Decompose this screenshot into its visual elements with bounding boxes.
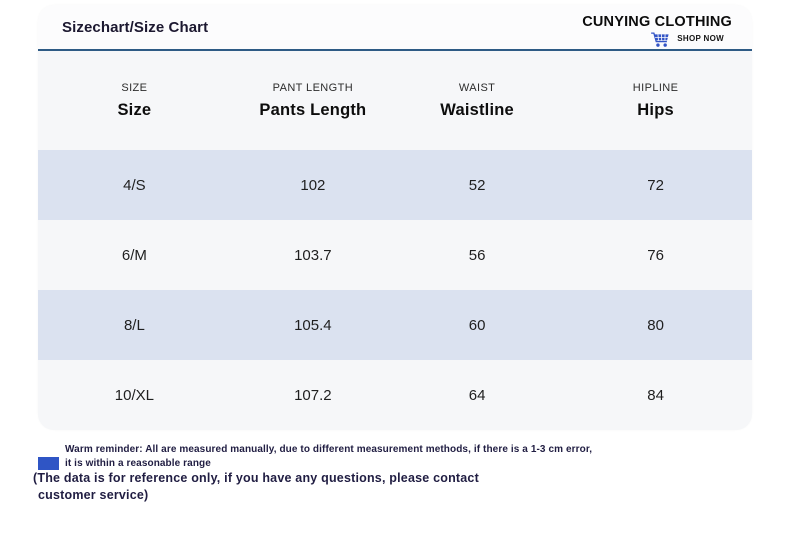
column-title: Size	[117, 100, 152, 119]
column-header-hips: HIPLINE Hips	[559, 82, 752, 120]
column-header-waistline: WAIST Waistline	[395, 82, 559, 120]
table-row: 10/XL 107.2 64 84	[38, 360, 752, 430]
cell-waist: 52	[468, 176, 486, 194]
column-subtitle: WAIST	[458, 81, 496, 94]
column-subtitle: HIPLINE	[632, 81, 679, 94]
size-chart-card: Sizechart/Size Chart CUNYING CLOTHING	[38, 5, 752, 430]
cell-waist: 56	[468, 246, 486, 264]
reference-note-line1: (The data is for reference only, if you …	[33, 471, 479, 485]
warm-reminder-line2: it is within a reasonable range	[65, 457, 211, 469]
shop-now-row: SHOP NOW	[582, 31, 732, 48]
brand-name: CUNYING CLOTHING	[582, 14, 732, 31]
blue-marker-icon	[38, 457, 59, 470]
cell-hips: 76	[647, 246, 664, 264]
shopping-cart-icon	[650, 31, 671, 48]
table-row: 8/L 105.4 60 80	[38, 290, 752, 360]
cell-size: 6/M	[121, 246, 147, 264]
brand-block: CUNYING CLOTHING SHOP NOW	[582, 6, 732, 48]
table-header-columns: SIZE Size PANT LENGTH Pants Length WAIST…	[38, 82, 752, 120]
shop-now-label: SHOP NOW	[677, 34, 724, 44]
cell-hips: 72	[647, 176, 664, 194]
warm-reminder-line1: Warm reminder: All are measured manually…	[65, 444, 593, 455]
cell-size: 10/XL	[114, 386, 154, 404]
card-header: Sizechart/Size Chart CUNYING CLOTHING	[38, 5, 752, 51]
cell-pants-length: 103.7	[294, 246, 332, 264]
cell-size: 4/S	[123, 176, 146, 194]
warm-reminder: Warm reminder: All are measured manually…	[33, 443, 763, 470]
cell-hips: 84	[647, 386, 664, 404]
column-title: Pants Length	[259, 100, 367, 119]
column-title: Hips	[637, 100, 674, 119]
column-subtitle: SIZE	[121, 81, 148, 94]
column-title: Waistline	[440, 100, 514, 119]
reference-note-line2: customer service)	[38, 487, 149, 502]
cell-pants-length: 107.2	[294, 386, 332, 404]
cell-hips: 80	[647, 316, 664, 334]
cell-pants-length: 102	[300, 176, 326, 194]
cell-waist: 60	[468, 316, 486, 334]
column-header-size: SIZE Size	[38, 82, 231, 120]
table-row: 6/M 103.7 56 76	[38, 220, 752, 290]
table-header-row: SIZE Size PANT LENGTH Pants Length WAIST…	[38, 51, 752, 150]
page-title: Sizechart/Size Chart	[62, 18, 209, 36]
footer-notes: Warm reminder: All are measured manually…	[33, 443, 763, 503]
cell-waist: 64	[468, 386, 486, 404]
table-row: 4/S 102 52 72	[38, 150, 752, 220]
cell-pants-length: 105.4	[294, 316, 332, 334]
cell-size: 8/L	[123, 316, 145, 334]
column-header-pants-length: PANT LENGTH Pants Length	[231, 82, 395, 120]
column-subtitle: PANT LENGTH	[272, 81, 354, 94]
